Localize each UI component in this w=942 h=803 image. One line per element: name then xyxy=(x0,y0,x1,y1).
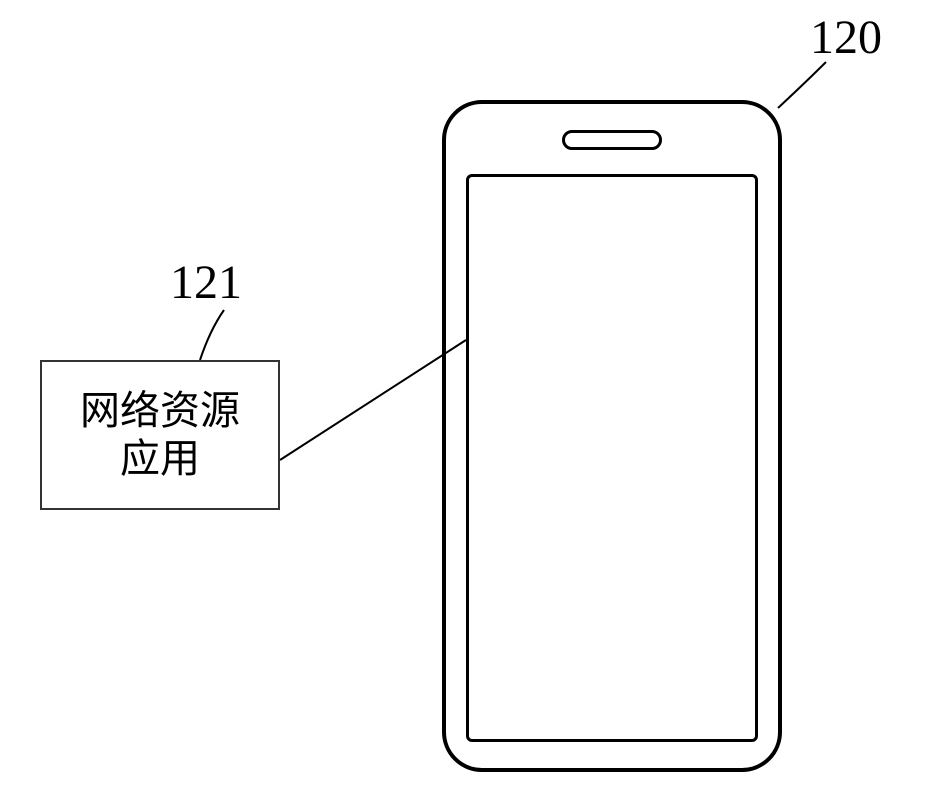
network-resource-app-box: 网络资源 应用 xyxy=(40,360,280,510)
box-text-line2: 应用 xyxy=(120,435,200,483)
box-text-line1: 网络资源 xyxy=(80,387,240,435)
reference-label-120: 120 xyxy=(810,10,882,65)
phone-speaker-slot xyxy=(562,130,662,150)
reference-label-121: 121 xyxy=(170,255,242,310)
lead-120 xyxy=(778,62,826,108)
lead-box-to-phone xyxy=(280,340,466,460)
phone-screen xyxy=(466,174,758,742)
diagram-canvas: 120 121 网络资源 应用 xyxy=(0,0,942,803)
lead-121 xyxy=(200,310,224,360)
